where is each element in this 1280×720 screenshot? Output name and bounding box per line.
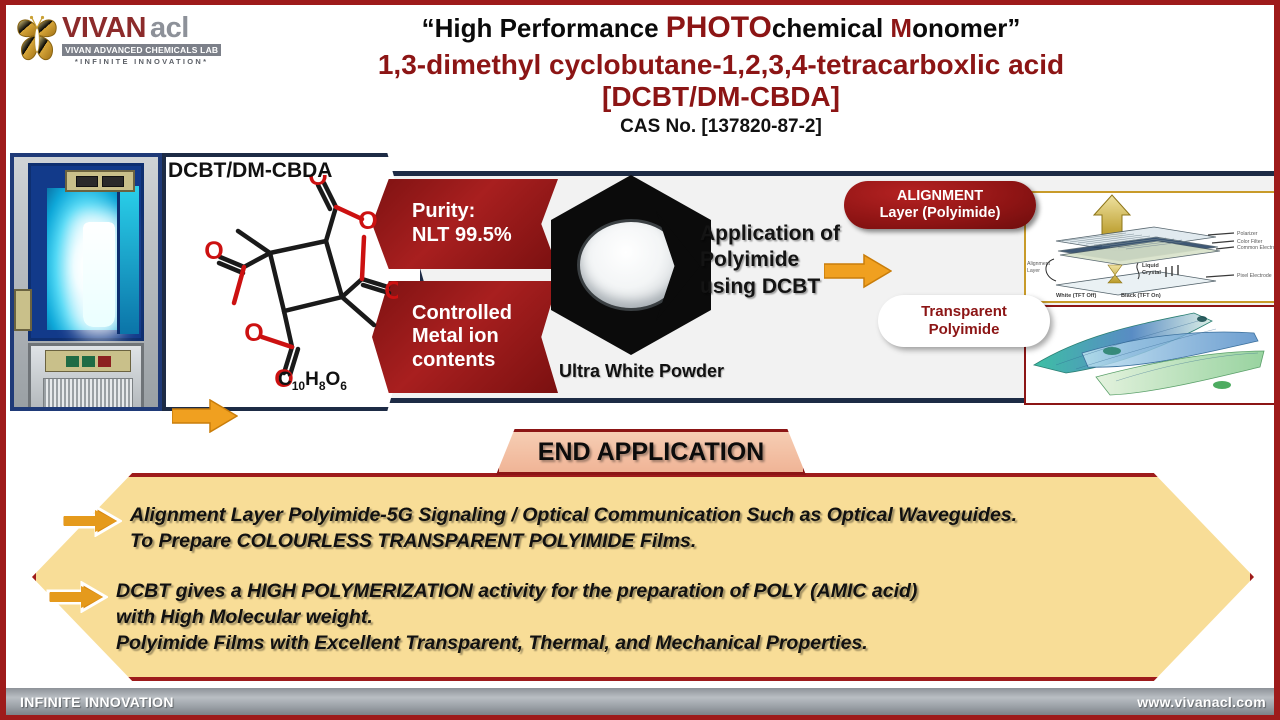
footer-tagline: INFINITE INNOVATION	[20, 693, 174, 710]
logo-text-group: VIVAN acl VIVAN ADVANCED CHEMICALS LAB *I…	[62, 11, 222, 67]
footer-bar: INFINITE INNOVATION www.vivanacl.com	[6, 688, 1274, 720]
svg-text:Layer: Layer	[1027, 268, 1040, 274]
metal-line-2: Metal ion	[412, 325, 499, 348]
application-arrow-icon	[824, 253, 892, 289]
molecular-formula: C10H8O6	[278, 369, 347, 393]
page-title: “High Performance PHOTOchemical Monomer”…	[221, 11, 1221, 138]
compound-name: 1,3-dimethyl cyclobutane-1,2,3,4-tetraca…	[377, 48, 1065, 80]
logo-wordmark-sub: acl	[149, 11, 189, 44]
svg-text:Alignment: Alignment	[1027, 261, 1051, 267]
bullet-arrow-icon	[60, 505, 122, 537]
svg-text:Color Filter: Color Filter	[1237, 239, 1263, 245]
title-tagline: “High Performance PHOTOchemical Monomer”	[221, 11, 1221, 46]
footer-website[interactable]: www.vivanacl.com	[1137, 693, 1266, 710]
formula-c-count: 10	[291, 378, 306, 393]
svg-text:Polarizer: Polarizer	[1237, 231, 1258, 237]
transparent-pill-line-1: Transparent	[921, 303, 1007, 320]
bullet-text-1: Alignment Layer Polyimide-5G Signaling /…	[130, 504, 1018, 552]
process-band: DCBT/DM-CBDA	[6, 153, 1276, 433]
alignment-pill-line-2: Layer (Polyimide)	[879, 205, 1001, 221]
application-text: Application of Polyimide using DCBT	[700, 221, 840, 300]
logo-tagline-primary: VIVAN ADVANCED CHEMICALS LAB	[62, 43, 222, 56]
svg-text:Crystal: Crystal	[1142, 270, 1161, 276]
list-item: DCBT gives a HIGH POLYMERIZATION activit…	[46, 579, 917, 657]
title-mid: chemical	[771, 13, 891, 43]
powder-caption: Ultra White Powder	[559, 361, 725, 381]
formula-o: O	[325, 369, 341, 390]
transparent-polyimide-films-photo	[1024, 305, 1274, 405]
svg-text:O: O	[308, 175, 327, 191]
transparent-polyimide-pill: Transparent Polyimide	[878, 295, 1050, 347]
svg-text:Common Electrode: Common Electrode	[1237, 245, 1276, 251]
purity-callout: Purity: NLT 99.5%	[372, 179, 558, 269]
list-item: Alignment Layer Polyimide-5G Signaling /…	[60, 503, 1017, 555]
svg-text:White (TFT Off): White (TFT Off)	[1056, 293, 1097, 299]
application-line-3: using DCBT	[700, 274, 821, 298]
svg-text:O: O	[204, 237, 223, 265]
metal-line-1: Controlled	[412, 301, 512, 324]
company-logo: VIVAN acl VIVAN ADVANCED CHEMICALS LAB *I…	[14, 9, 222, 71]
end-application-title: END APPLICATION	[537, 437, 765, 466]
bullet-text-2: DCBT gives a HIGH POLYMERIZATION activit…	[116, 580, 918, 654]
bullet-arrow-icon	[46, 581, 108, 613]
reactor-top-control-panel	[65, 170, 135, 192]
metal-ion-callout: Controlled Metal ion contents	[372, 281, 558, 393]
reactor-cabinet	[28, 163, 144, 341]
title-prefix: “High Performance	[421, 13, 666, 43]
structure-panel-label: DCBT/DM-CBDA	[168, 159, 333, 182]
formula-h-count: 8	[318, 378, 326, 393]
chemical-structure-diagram: O O O O O O	[204, 175, 398, 393]
application-line-1: Application of	[700, 222, 840, 245]
logo-wordmark-main: VIVAN	[62, 11, 146, 44]
reactor-base-controls	[45, 350, 131, 372]
formula-h: H	[305, 369, 319, 390]
svg-text:Pixel Electrode: Pixel Electrode	[1237, 273, 1272, 279]
logo-wordmark: VIVAN acl	[62, 11, 221, 44]
uv-photoreactor-photo	[10, 153, 162, 411]
alignment-pill-line-1: ALIGNMENT	[896, 187, 984, 204]
svg-text:O: O	[244, 319, 263, 347]
process-arrow-icon	[172, 399, 238, 433]
svg-text:Liquid: Liquid	[1142, 263, 1159, 269]
reactor-door	[117, 186, 139, 334]
purity-value: NLT 99.5%	[412, 224, 512, 246]
svg-text:O: O	[384, 277, 398, 305]
purity-label: Purity:	[412, 200, 476, 223]
end-application-panel	[32, 473, 1254, 681]
end-application-bullets: Alignment Layer Polyimide-5G Signaling /…	[36, 475, 1251, 680]
alignment-layer-pill: ALIGNMENT Layer (Polyimide)	[844, 181, 1036, 229]
reactor-side-box	[14, 289, 32, 331]
cas-number: CAS No. [137820-87-2]	[620, 116, 822, 138]
compound-abbreviation: [DCBT/DM-CBDA]	[602, 81, 840, 113]
reactor-chiller-base	[28, 343, 144, 407]
lcd-layer-stack-diagram: Polarizer Color Filter Common Electrode …	[1024, 191, 1276, 303]
transparent-pill-line-2: Polyimide	[928, 321, 1000, 338]
application-line-2: Polyimide	[700, 248, 800, 272]
svg-text:O: O	[358, 207, 377, 235]
formula-c: C	[278, 369, 292, 390]
reactor-uv-glow	[47, 188, 125, 330]
svg-text:O: O	[274, 365, 293, 393]
logo-tagline-secondary: *INFINITE INNOVATION*	[74, 57, 209, 67]
reactor-lamp	[83, 222, 115, 327]
metal-line-3: contents	[412, 348, 496, 371]
svg-text:Black (TFT On): Black (TFT On)	[1121, 293, 1161, 299]
reactor-vent-grill	[43, 378, 133, 407]
butterfly-logo-icon	[17, 15, 57, 61]
title-highlight-m: M	[890, 13, 913, 43]
formula-o-count: 6	[340, 378, 347, 393]
title-suffix: onomer”	[912, 13, 1021, 43]
end-application-banner: END APPLICATION	[496, 429, 806, 475]
title-highlight-photo: PHOTO	[665, 11, 772, 44]
